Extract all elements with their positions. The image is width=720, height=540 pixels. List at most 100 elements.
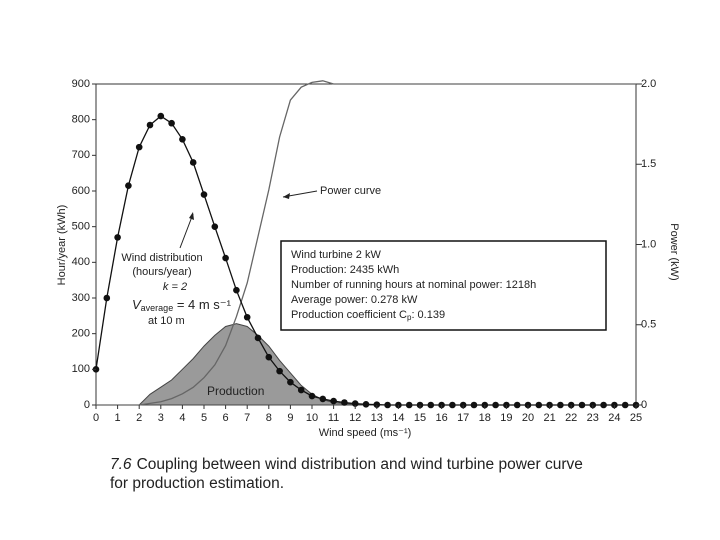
point xyxy=(362,400,370,408)
x-tick-label: 21 xyxy=(543,412,555,424)
y2-tick-label: 2.0 xyxy=(641,78,656,90)
x-tick-label: 12 xyxy=(349,412,361,424)
point xyxy=(114,234,121,241)
value: : 0.139 xyxy=(411,309,445,321)
info-box xyxy=(280,240,607,331)
point xyxy=(254,334,262,342)
annotation: Wind distribution xyxy=(121,252,202,264)
x-tick-label: 5 xyxy=(201,412,207,424)
y2-tick-label: 1.0 xyxy=(641,238,656,250)
point xyxy=(135,143,143,151)
x-tick-label: 3 xyxy=(158,412,164,424)
point xyxy=(535,401,543,409)
point xyxy=(578,401,586,409)
point xyxy=(405,401,413,409)
point xyxy=(557,401,564,409)
point xyxy=(222,254,229,262)
point xyxy=(427,401,435,409)
x-tick-label: 16 xyxy=(435,412,447,424)
x-tick-label: 14 xyxy=(392,412,404,424)
x-tick-label: 8 xyxy=(266,412,272,424)
text: = 4 m s⁻¹ xyxy=(173,297,231,312)
subscript: average xyxy=(141,303,174,313)
x-tick-label: 2 xyxy=(136,412,142,424)
arrowhead xyxy=(283,193,290,199)
point xyxy=(297,386,305,394)
line xyxy=(96,80,636,406)
point xyxy=(276,367,283,375)
y-tick-label: 700 xyxy=(72,149,90,161)
x-tick-label: 1 xyxy=(115,412,121,424)
point xyxy=(351,400,359,407)
y-tick-label: 100 xyxy=(72,363,90,375)
y-tick-label: 900 xyxy=(72,78,90,90)
point xyxy=(211,223,219,230)
point xyxy=(103,294,111,302)
annotation: Power curve xyxy=(320,185,381,197)
annotation: at 10 m xyxy=(148,315,185,327)
point xyxy=(384,401,391,409)
point xyxy=(287,378,294,386)
y-tick-label: 200 xyxy=(72,328,90,340)
point xyxy=(600,401,607,409)
area xyxy=(137,323,377,406)
annotation: (hours/year) xyxy=(132,266,191,278)
y-tick-label: 300 xyxy=(72,292,90,304)
point xyxy=(308,392,316,400)
annotation: Production xyxy=(207,384,264,398)
x-tick-label: 0 xyxy=(93,412,99,424)
x-axis-label: Wind speed (ms⁻¹) xyxy=(319,427,412,439)
point xyxy=(243,313,251,321)
y-tick-label: 500 xyxy=(72,221,90,233)
caption-number: 7.6 xyxy=(110,456,132,473)
point xyxy=(179,135,186,143)
point xyxy=(233,286,240,294)
text: Production coefficient C xyxy=(291,309,407,321)
y2-tick-label: 0.5 xyxy=(641,319,656,331)
subscript: p xyxy=(407,313,412,322)
caption: for production estimation. xyxy=(110,475,284,492)
x-tick-label: 23 xyxy=(587,412,599,424)
annotation: Vaverage = 4 m s⁻¹ xyxy=(132,297,232,313)
point xyxy=(621,401,629,409)
marks xyxy=(92,80,640,409)
y-tick-label: 800 xyxy=(72,114,90,126)
y2-axis-label: Power (kW) xyxy=(668,223,680,280)
x-tick-label: 18 xyxy=(479,412,491,424)
info-line: Wind turbine 2 kW xyxy=(291,249,381,261)
x-tick-label: 7 xyxy=(244,412,250,424)
annotation: k = 2 xyxy=(163,281,187,293)
x-tick-label: 4 xyxy=(179,412,185,424)
x-tick-label: 24 xyxy=(608,412,620,424)
x-tick-label: 20 xyxy=(522,412,534,424)
arrow xyxy=(179,213,194,249)
x-tick-label: 19 xyxy=(500,412,512,424)
point xyxy=(373,401,381,408)
point xyxy=(125,182,132,189)
info-line: Production coefficient Cp: 0.139 xyxy=(291,309,445,322)
point xyxy=(341,399,348,406)
x-tick-label: 6 xyxy=(223,412,229,424)
x-tick-label: 15 xyxy=(414,412,426,424)
y2-tick-label: 0 xyxy=(641,399,647,411)
caption-text: Coupling between wind distribution and w… xyxy=(137,456,583,473)
x-tick-label: 10 xyxy=(306,412,318,424)
y-tick-label: 0 xyxy=(84,399,90,411)
arrowhead xyxy=(189,212,194,220)
point xyxy=(513,401,521,409)
y-tick-label: 400 xyxy=(72,256,90,268)
info-line: Average power: 0.278 kW xyxy=(291,294,418,306)
x-tick-label: 11 xyxy=(328,412,339,424)
point xyxy=(200,191,208,198)
y-axis-label: Hour/year (kWh) xyxy=(56,205,68,286)
point xyxy=(146,121,154,129)
x-tick-label: 25 xyxy=(630,412,642,424)
x-tick-label: 17 xyxy=(457,412,469,424)
point xyxy=(157,112,165,120)
point xyxy=(189,159,197,166)
x-tick-label: 22 xyxy=(565,412,577,424)
info-line: Production: 2435 kWh xyxy=(291,264,399,276)
x-tick-label: 9 xyxy=(287,412,293,424)
